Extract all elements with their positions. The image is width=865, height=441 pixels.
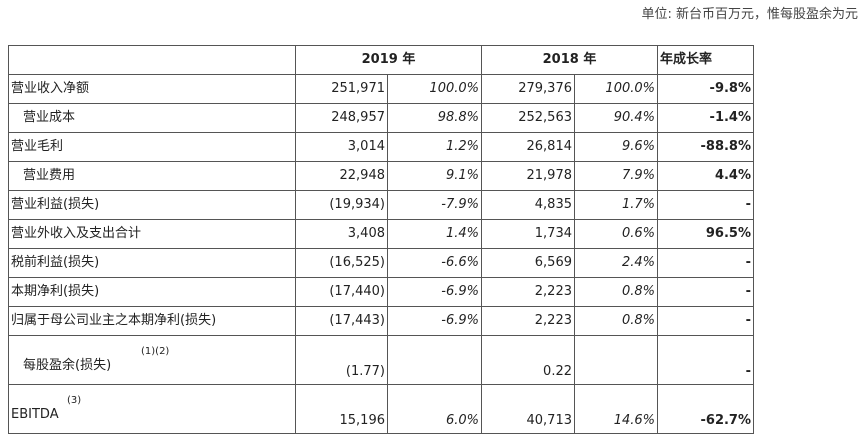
- pct-2019: 6.0%: [387, 384, 482, 434]
- table-row: (1)(2) 每股盈余(损失) (1.77) 0.22 -: [8, 335, 754, 385]
- table-row: 本期净利(损失) (17,440) -6.9% 2,223 0.8% -: [8, 277, 754, 307]
- footnote-marker: (3): [67, 395, 82, 406]
- pct-2019: 1.2%: [387, 132, 482, 162]
- header-2019: 2019 年: [295, 45, 482, 75]
- value-2018: 1,734: [481, 219, 575, 249]
- header-label-cell: [8, 45, 296, 75]
- value-2019: (17,443): [295, 306, 388, 336]
- table-row: 营业利益(损失) (19,934) -7.9% 4,835 1.7% -: [8, 190, 754, 220]
- value-2019: (16,525): [295, 248, 388, 278]
- value-2018: 279,376: [481, 74, 575, 104]
- pct-2019: -6.9%: [387, 277, 482, 307]
- value-2018: 0.22: [481, 335, 575, 385]
- row-label: 每股盈余(损失): [23, 358, 112, 373]
- growth-rate: -: [657, 277, 754, 307]
- value-2018: 4,835: [481, 190, 575, 220]
- value-2019: 22,948: [295, 161, 388, 191]
- value-2019: 3,408: [295, 219, 388, 249]
- row-label: 归属于母公司业主之本期净利(损失): [8, 306, 296, 336]
- value-2018: 6,569: [481, 248, 575, 278]
- pct-2019: -6.9%: [387, 306, 482, 336]
- pct-2018: 7.9%: [574, 161, 658, 191]
- value-2018: 2,223: [481, 277, 575, 307]
- pct-2019: -6.6%: [387, 248, 482, 278]
- value-2018: 2,223: [481, 306, 575, 336]
- pct-2018: 0.8%: [574, 306, 658, 336]
- row-label: 营业收入净额: [8, 74, 296, 104]
- row-label: 营业毛利: [8, 132, 296, 162]
- table-row: 营业成本 248,957 98.8% 252,563 90.4% -1.4%: [8, 103, 754, 133]
- value-2018: 252,563: [481, 103, 575, 133]
- table-row: 归属于母公司业主之本期净利(损失) (17,443) -6.9% 2,223 0…: [8, 306, 754, 336]
- pct-2018: [574, 335, 658, 385]
- table-row: 营业毛利 3,014 1.2% 26,814 9.6% -88.8%: [8, 132, 754, 162]
- value-2019: 15,196: [295, 384, 388, 434]
- pct-2018: 1.7%: [574, 190, 658, 220]
- pct-2018: 9.6%: [574, 132, 658, 162]
- value-2019: 3,014: [295, 132, 388, 162]
- table-row: 营业收入净额 251,971 100.0% 279,376 100.0% -9.…: [8, 74, 754, 104]
- pct-2019: 9.1%: [387, 161, 482, 191]
- pct-2018: 0.8%: [574, 277, 658, 307]
- pct-2018: 2.4%: [574, 248, 658, 278]
- pct-2019: 98.8%: [387, 103, 482, 133]
- footnote-marker: (1)(2): [141, 346, 170, 357]
- pct-2018: 90.4%: [574, 103, 658, 133]
- value-2019: 251,971: [295, 74, 388, 104]
- growth-rate: 4.4%: [657, 161, 754, 191]
- row-label-ebitda: (3) EBITDA: [8, 384, 296, 434]
- growth-rate: -9.8%: [657, 74, 754, 104]
- table-row: 营业费用 22,948 9.1% 21,978 7.9% 4.4%: [8, 161, 754, 191]
- header-2018: 2018 年: [481, 45, 658, 75]
- table-row: (3) EBITDA 15,196 6.0% 40,713 14.6% -62.…: [8, 384, 754, 434]
- growth-rate: -: [657, 190, 754, 220]
- growth-rate: -62.7%: [657, 384, 754, 434]
- table-header-row: 2019 年 2018 年 年成长率: [8, 45, 754, 75]
- row-label: 税前利益(损失): [8, 248, 296, 278]
- pct-2019: 1.4%: [387, 219, 482, 249]
- pct-2019: [387, 335, 482, 385]
- row-label: EBITDA: [11, 407, 59, 422]
- growth-rate: -: [657, 306, 754, 336]
- growth-rate: -: [657, 248, 754, 278]
- table-row: 税前利益(损失) (16,525) -6.6% 6,569 2.4% -: [8, 248, 754, 278]
- value-2018: 40,713: [481, 384, 575, 434]
- pct-2019: 100.0%: [387, 74, 482, 104]
- row-label: 营业利益(损失): [8, 190, 296, 220]
- value-2019: 248,957: [295, 103, 388, 133]
- pct-2019: -7.9%: [387, 190, 482, 220]
- pct-2018: 0.6%: [574, 219, 658, 249]
- growth-rate: -1.4%: [657, 103, 754, 133]
- income-statement-table: 2019 年 2018 年 年成长率 营业收入净额 251,971 100.0%…: [8, 45, 754, 434]
- pct-2018: 14.6%: [574, 384, 658, 434]
- value-2019: (1.77): [295, 335, 388, 385]
- unit-note: 单位: 新台币百万元，惟每股盈余为元: [641, 7, 858, 22]
- value-2019: (17,440): [295, 277, 388, 307]
- growth-rate: -88.8%: [657, 132, 754, 162]
- table-row: 营业外收入及支出合计 3,408 1.4% 1,734 0.6% 96.5%: [8, 219, 754, 249]
- pct-2018: 100.0%: [574, 74, 658, 104]
- row-label: 本期净利(损失): [8, 277, 296, 307]
- growth-rate: 96.5%: [657, 219, 754, 249]
- row-label: 营业费用: [8, 161, 296, 191]
- value-2018: 21,978: [481, 161, 575, 191]
- row-label: 营业外收入及支出合计: [8, 219, 296, 249]
- value-2019: (19,934): [295, 190, 388, 220]
- row-label: 营业成本: [8, 103, 296, 133]
- growth-rate: -: [657, 335, 754, 385]
- row-label-eps: (1)(2) 每股盈余(损失): [8, 335, 296, 385]
- header-growth: 年成长率: [657, 45, 754, 75]
- value-2018: 26,814: [481, 132, 575, 162]
